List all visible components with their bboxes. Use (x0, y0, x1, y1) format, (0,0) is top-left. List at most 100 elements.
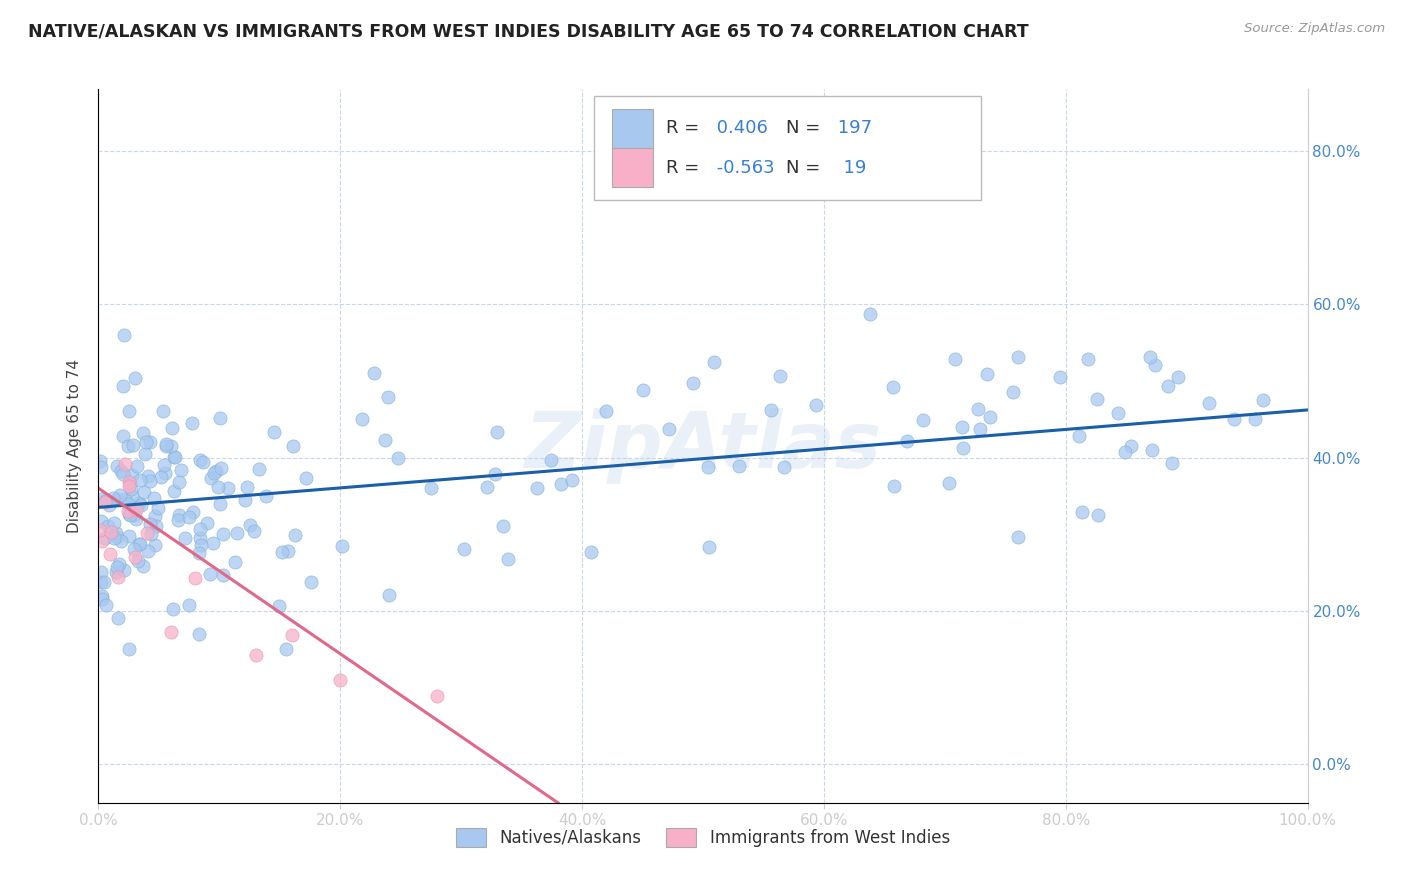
Point (187, 546, 209, 560)
Point (759, 403, 782, 417)
Point (139, 435, 162, 450)
Point (120, 483, 142, 497)
Point (124, 508, 146, 522)
Point (1087, 508, 1109, 523)
Point (139, 474, 162, 488)
Point (682, 376, 704, 391)
Point (475, 480, 498, 494)
Point (165, 450, 187, 464)
Point (170, 463, 193, 477)
Point (181, 505, 204, 519)
Text: 19: 19 (832, 159, 866, 177)
Point (184, 571, 207, 585)
Point (149, 469, 172, 483)
Point (1251, 392, 1274, 407)
Point (387, 450, 409, 465)
Point (188, 627, 211, 641)
Point (1071, 505, 1094, 519)
Point (804, 398, 827, 412)
Point (595, 403, 617, 417)
Text: 0.406: 0.406 (711, 120, 768, 137)
Point (97, 498, 120, 512)
Point (952, 441, 974, 455)
Point (128, 496, 150, 510)
Point (105, 566, 128, 580)
Point (1156, 378, 1178, 392)
Point (1077, 352, 1099, 367)
Point (105, 491, 128, 506)
Point (247, 462, 270, 476)
Point (377, 390, 399, 404)
Point (141, 527, 163, 541)
Point (969, 422, 991, 436)
Point (1119, 440, 1142, 454)
Point (245, 648, 267, 662)
Point (121, 488, 143, 502)
Point (198, 567, 221, 582)
Point (118, 507, 141, 521)
Point (550, 477, 572, 491)
Point (162, 602, 184, 616)
Point (117, 504, 139, 518)
Point (91, 592, 114, 607)
Point (135, 526, 157, 541)
Point (540, 453, 562, 467)
Point (122, 542, 145, 557)
Point (967, 401, 990, 416)
Point (97, 519, 120, 533)
Point (153, 466, 176, 480)
FancyBboxPatch shape (595, 96, 981, 200)
Point (1007, 530, 1029, 544)
Point (100, 525, 122, 540)
Point (208, 497, 231, 511)
Point (143, 539, 166, 553)
Point (883, 479, 905, 493)
Point (284, 527, 307, 541)
Point (112, 328, 135, 343)
Point (135, 434, 157, 449)
Text: N =: N = (786, 120, 821, 137)
Point (188, 532, 211, 546)
Point (179, 598, 201, 612)
Point (110, 464, 132, 478)
Text: N =: N = (786, 159, 821, 177)
Point (1085, 392, 1108, 407)
Point (103, 531, 125, 545)
Point (160, 625, 183, 640)
Point (276, 642, 298, 657)
Point (94, 598, 117, 612)
Point (1244, 412, 1267, 426)
Point (118, 528, 141, 542)
Point (1002, 384, 1025, 399)
Point (167, 508, 190, 523)
Point (979, 410, 1001, 425)
Point (1143, 359, 1166, 373)
Point (160, 439, 183, 453)
Point (277, 544, 299, 558)
Point (633, 384, 655, 398)
Point (107, 558, 129, 572)
Point (139, 516, 162, 531)
Text: ZipAtlas: ZipAtlas (524, 408, 882, 484)
Point (114, 491, 136, 506)
Point (484, 467, 506, 482)
Point (179, 509, 201, 524)
Point (773, 460, 796, 475)
Point (363, 366, 385, 380)
Point (127, 554, 149, 568)
Point (299, 574, 322, 589)
Point (162, 483, 184, 498)
FancyBboxPatch shape (613, 148, 654, 187)
Point (105, 530, 128, 544)
Point (352, 412, 374, 426)
Point (167, 513, 190, 527)
Point (131, 425, 153, 440)
Point (167, 475, 190, 490)
Point (1167, 370, 1189, 384)
Point (128, 537, 150, 551)
Point (105, 526, 128, 541)
Point (426, 689, 449, 703)
Point (134, 485, 156, 500)
Point (112, 563, 135, 577)
Point (226, 526, 249, 541)
